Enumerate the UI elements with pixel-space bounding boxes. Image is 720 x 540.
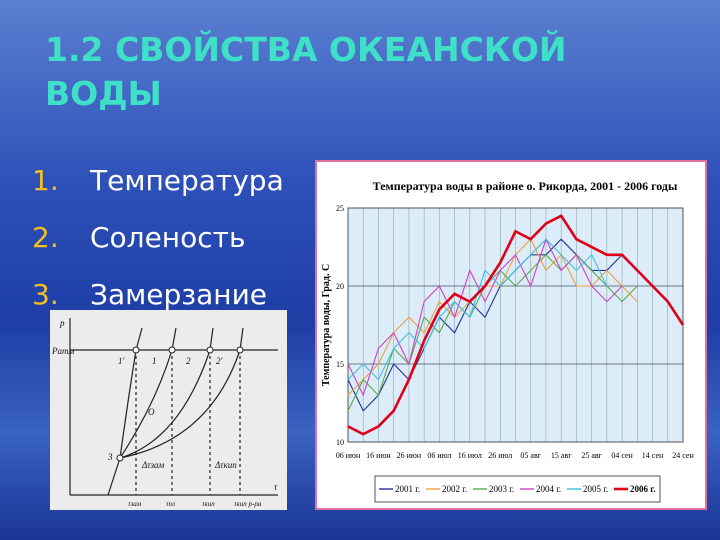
points	[116, 346, 244, 462]
x-tick-label: 26 июл	[488, 451, 512, 460]
x-tick-label: 06 июл	[427, 451, 451, 460]
label: 2	[186, 356, 191, 366]
label: τпл	[166, 500, 175, 508]
label: τ	[274, 482, 278, 492]
x-tick-label: 06 июн	[336, 451, 361, 460]
curve	[119, 327, 177, 459]
list-text: Замерзание	[90, 278, 268, 311]
list-item: 3. Замерзание	[32, 278, 267, 311]
list-marker: 3.	[32, 278, 59, 311]
label: 3	[107, 452, 113, 462]
y-tick-label: 15	[336, 360, 344, 369]
label: Pатм	[51, 346, 74, 356]
x-tick-label: 16 июн	[366, 451, 391, 460]
label: O	[148, 407, 155, 417]
x-tick-label: 16 июл	[458, 451, 482, 460]
label: τкип	[202, 500, 215, 508]
legend-label: 2006 г.	[630, 484, 656, 494]
curve	[119, 327, 244, 459]
list-text: Соленость	[90, 221, 246, 254]
diagram-bg	[50, 310, 287, 510]
list-text: Температура	[90, 164, 284, 197]
y-tick-label: 10	[336, 438, 344, 447]
x-tick-label: 25 авг	[581, 451, 602, 460]
x-tick-label: 26 июн	[397, 451, 422, 460]
legend-label: 2001 г.	[395, 484, 420, 494]
label: 2'	[216, 356, 224, 366]
phase-diagram: p Pатм 1' 1 2 2' O 3 Δτзам Δτкип τзам τп…	[50, 310, 287, 510]
label: p	[59, 318, 65, 328]
legend-label: 2005 г.	[583, 484, 608, 494]
line	[347, 237, 623, 397]
list-item: 1. Температура	[32, 164, 284, 197]
x-tick-label: 04 сен	[611, 451, 633, 460]
label: τзам	[128, 500, 142, 508]
label: 1'	[118, 356, 126, 366]
list-item: 2. Соленость	[32, 221, 245, 254]
label: 1	[152, 356, 157, 366]
list-marker: 1.	[32, 164, 59, 197]
x-tick-label: 05 авг	[520, 451, 541, 460]
guides	[135, 350, 241, 495]
diagram-lines	[69, 318, 278, 496]
chart-title: Температура воды в районе о. Рикорда, 20…	[373, 179, 678, 193]
chart: Температура воды в районе о. Рикорда, 20…	[315, 160, 707, 510]
legend-label: 2002 г.	[442, 484, 467, 494]
legend-label: 2003 г.	[489, 484, 514, 494]
curve	[119, 327, 214, 459]
slide-title: 1.2 СВОЙСТВА ОКЕАНСКОЙ ВОДЫ	[45, 30, 567, 113]
label: τкип р-ра	[234, 500, 262, 508]
x-tick-label: 14 сен	[642, 451, 664, 460]
label: Δτзам	[141, 460, 165, 470]
y-tick-label: 25	[336, 204, 344, 213]
y-tick-label: 20	[336, 282, 344, 291]
y-axis-label: Температура воды, Град. С	[321, 264, 332, 386]
legend-label: 2004 г.	[536, 484, 561, 494]
list-marker: 2.	[32, 221, 59, 254]
x-tick-label: 24 сен	[672, 451, 694, 460]
label: Δτкип	[214, 460, 237, 470]
legend	[374, 475, 661, 503]
line	[347, 214, 685, 436]
curve	[107, 457, 121, 496]
x-tick-label: 15 авг	[551, 451, 572, 460]
